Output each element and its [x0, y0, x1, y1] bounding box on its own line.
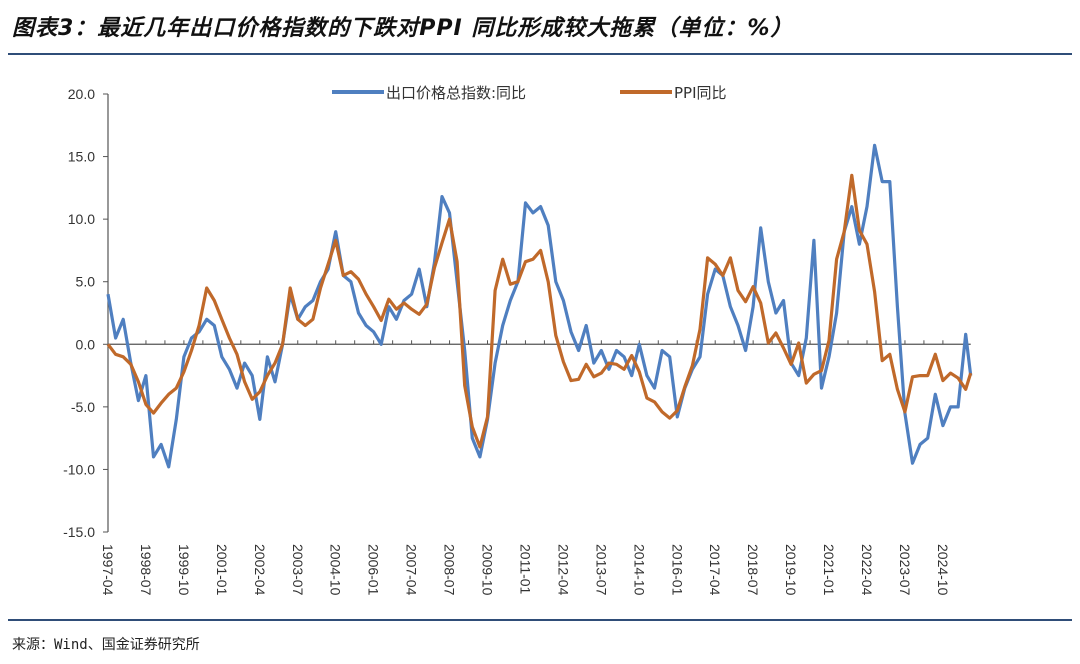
x-tick-label: 2012-04	[555, 544, 571, 596]
x-tick-label: 1998-07	[138, 544, 154, 596]
y-tick-label: 15.0	[68, 149, 95, 165]
legend-label-ppi: PPI同比	[674, 84, 727, 102]
x-tick-label: 2011-01	[517, 544, 533, 595]
x-tick-label: 2023-07	[897, 544, 913, 596]
x-tick-label: 1997-04	[100, 544, 116, 596]
x-tick-label: 2017-04	[707, 544, 723, 596]
x-tick-label: 2024-10	[935, 544, 951, 596]
legend-label-export-price: 出口价格总指数:同比	[386, 84, 526, 102]
y-tick-label: 5.0	[76, 274, 96, 290]
chart-title: 图表3：最近几年出口价格指数的下跌对PPI 同比形成较大拖累（单位：%）	[12, 16, 794, 41]
y-tick-label: 0.0	[76, 336, 96, 352]
y-tick-label: 20.0	[68, 86, 95, 102]
x-axis: 1997-04 1998-07 1999-10 2001-01 2002-04 2003-…	[100, 340, 971, 596]
x-tick-label: 2008-07	[442, 544, 458, 596]
y-tick-label: 10.0	[68, 211, 95, 227]
x-tick-label: 2004-10	[328, 544, 344, 596]
x-tick-label: 2003-07	[290, 544, 306, 596]
x-tick-label: 2016-01	[669, 544, 685, 596]
y-axis: 20.0 15.0 10.0 5.0 0.0 -5.0 -10.0 -15.0	[63, 86, 109, 540]
x-tick-label: 2019-10	[783, 544, 799, 596]
series-lines	[106, 143, 973, 469]
x-tick-label: 2021-01	[821, 544, 837, 596]
series-line-ppi	[106, 173, 973, 449]
x-tick-label: 2014-10	[631, 544, 647, 596]
legend: 出口价格总指数:同比 PPI同比	[332, 84, 727, 102]
series-line-export-price-index	[106, 143, 973, 469]
source-note: 来源：Wind、国金证券研究所	[12, 637, 200, 653]
x-tick-label: 2001-01	[214, 544, 230, 596]
footer-divider	[8, 619, 1072, 621]
y-tick-label: -5.0	[71, 399, 95, 415]
x-tick-label: 2009-10	[480, 544, 496, 596]
title-divider	[8, 53, 1072, 55]
y-tick-label: -15.0	[63, 524, 95, 540]
x-tick-label: 2007-04	[404, 544, 420, 596]
x-tick-label: 2006-01	[366, 544, 382, 596]
y-tick-label: -10.0	[63, 461, 95, 477]
x-tick-label: 1999-10	[176, 544, 192, 596]
x-tick-label: 2013-07	[593, 544, 609, 596]
x-tick-label: 2002-04	[252, 544, 268, 596]
x-tick-label: 2022-04	[859, 544, 875, 596]
x-tick-label: 2018-07	[745, 544, 761, 596]
